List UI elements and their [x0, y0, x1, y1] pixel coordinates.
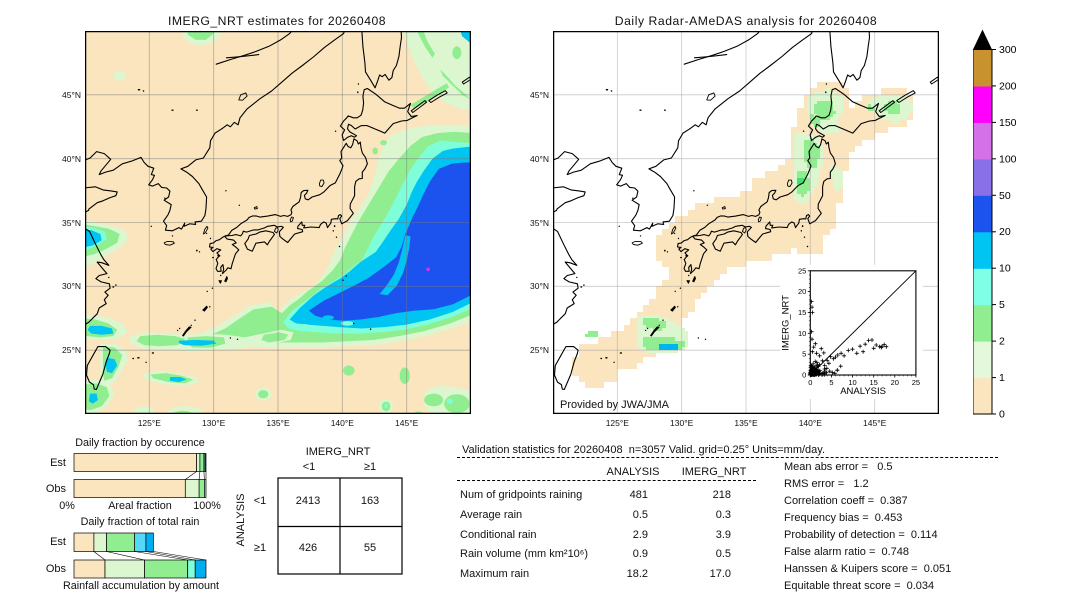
svg-text:5: 5 [829, 378, 833, 387]
svg-text:1: 1 [999, 372, 1005, 384]
svg-text:10: 10 [848, 378, 856, 387]
svg-text:0: 0 [802, 371, 806, 380]
svg-text:20: 20 [891, 378, 899, 387]
svg-text:25: 25 [912, 378, 920, 387]
svg-text:0: 0 [999, 409, 1005, 421]
svg-text:15: 15 [870, 378, 878, 387]
svg-text:300: 300 [999, 44, 1017, 56]
svg-text:10: 10 [999, 263, 1011, 275]
svg-text:10: 10 [798, 329, 806, 338]
svg-text:Provided by JWA/JMA: Provided by JWA/JMA [560, 399, 670, 411]
svg-text:IMERG_NRT: IMERG_NRT [780, 295, 791, 351]
svg-text:5: 5 [802, 350, 806, 359]
svg-text:5: 5 [999, 299, 1005, 311]
svg-text:20: 20 [798, 287, 806, 296]
svg-text:ANALYSIS: ANALYSIS [840, 386, 886, 397]
svg-text:2: 2 [999, 336, 1005, 348]
svg-text:20: 20 [999, 226, 1011, 238]
svg-text:50: 50 [999, 190, 1011, 202]
svg-text:200: 200 [999, 80, 1017, 92]
svg-text:100: 100 [999, 153, 1017, 165]
svg-text:15: 15 [798, 308, 806, 317]
svg-text:0: 0 [808, 378, 812, 387]
svg-text:25: 25 [798, 266, 806, 275]
svg-text:150: 150 [999, 117, 1017, 129]
